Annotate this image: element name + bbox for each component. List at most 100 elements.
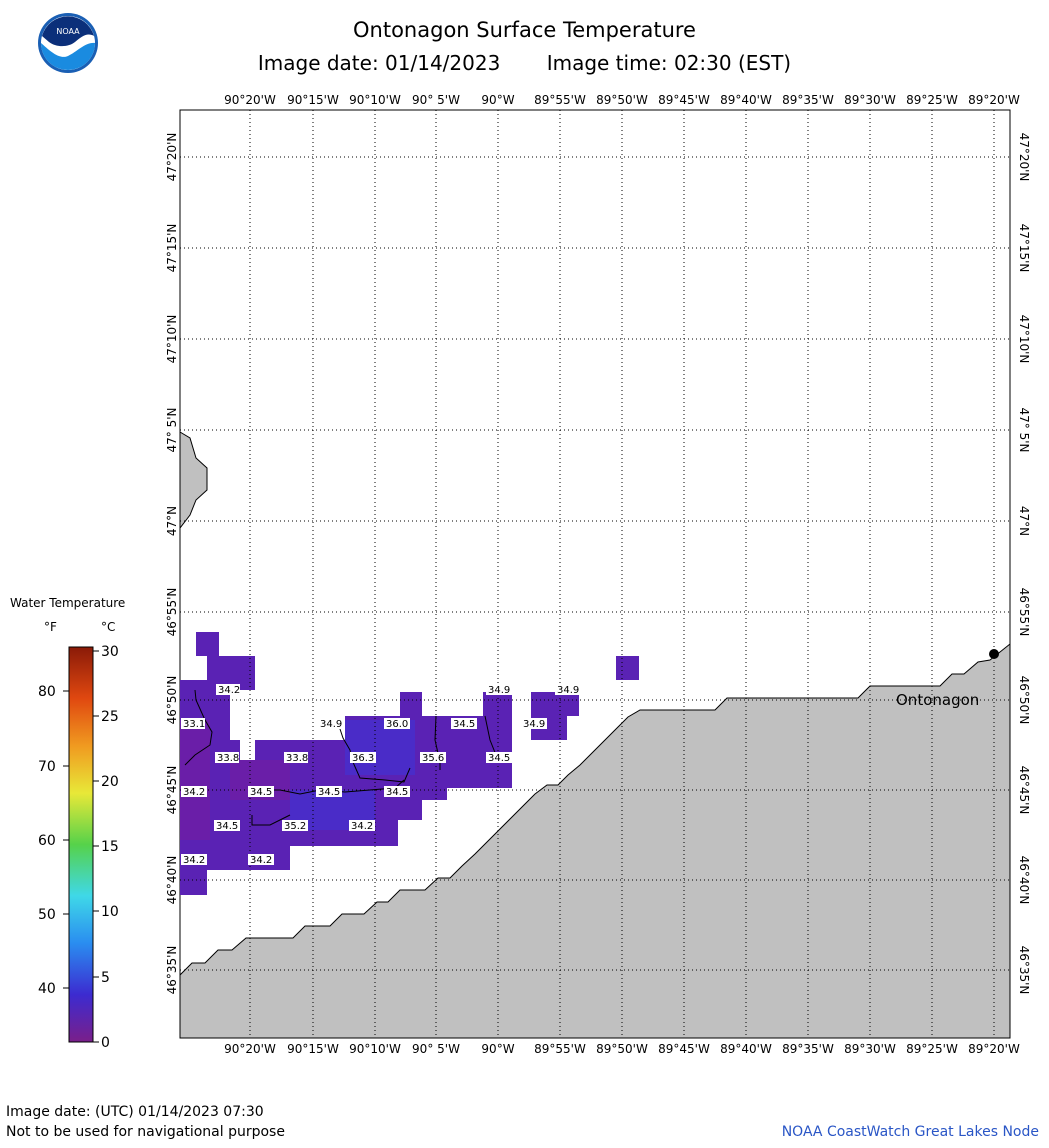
image-date: Image date: 01/14/2023 [257,51,501,75]
grid-lines [180,110,1010,1038]
image-time: Image time: 02:30 (EST) [546,51,792,75]
temp-label: 33.8 [217,753,239,764]
temp-label: 34.5 [250,787,272,798]
lon-label: 89°30'W [844,1042,896,1056]
temp-label: 34.2 [351,821,373,832]
lat-labels-right: 47°20'N 47°15'N 47°10'N 47° 5'N 47°N 46°… [1017,133,1031,995]
lon-label: 89°40'W [720,93,772,107]
temperature-cells [180,632,639,895]
lat-label: 46°40'N [1017,856,1031,905]
legend-f-tick: 70 [38,759,56,775]
temp-label: 36.3 [352,753,374,764]
legend-f-tick: 80 [38,684,56,700]
legend-c-tick: 0 [101,1035,110,1051]
lat-label: 46°50'N [165,676,179,725]
legend-title: Water Temperature [10,596,126,610]
lat-label: 47°15'N [1017,224,1031,273]
temp-label: 34.9 [488,685,510,696]
noaa-logo: NOAA [38,13,98,73]
temp-label: 34.9 [557,685,579,696]
legend-f-tick: 50 [38,907,56,923]
temp-label: 34.5 [453,719,475,730]
ontonagon-label: Ontonagon [896,691,979,709]
lon-label: 90° 5'W [412,93,460,107]
legend-c-tick: 15 [101,839,119,855]
lon-label: 89°35'W [782,93,834,107]
lon-label: 89°35'W [782,1042,834,1056]
lon-label: 90° 5'W [412,1042,460,1056]
lat-label: 46°55'N [1017,588,1031,637]
lon-label: 90°20'W [224,93,276,107]
map-subtitle: Image date: 01/14/2023 Image time: 02:30… [0,51,1049,75]
temp-label: 34.2 [183,855,205,866]
temp-label: 34.5 [488,753,510,764]
lon-labels-bottom: 90°20'W 90°15'W 90°10'W 90° 5'W 90°W 89°… [224,1042,1020,1056]
legend-f-tick: 60 [38,833,56,849]
utc-date: Image date: (UTC) 01/14/2023 07:30 [6,1104,264,1120]
lon-label: 89°25'W [906,1042,958,1056]
legend-unit-c: °C [101,620,116,634]
temp-label: 35.6 [422,753,444,764]
lon-label: 89°55'W [534,1042,586,1056]
lon-label: 89°45'W [658,1042,710,1056]
lon-label: 90°10'W [349,1042,401,1056]
temp-label: 36.0 [386,719,408,730]
lat-label: 47°20'N [165,133,179,182]
lon-labels-top: 90°20'W 90°15'W 90°10'W 90° 5'W 90°W 89°… [224,93,1020,107]
land-west-shore [179,431,208,530]
lon-label: 90°15'W [287,1042,339,1056]
legend-unit-f: °F [44,620,57,634]
lon-label: 89°40'W [720,1042,772,1056]
lon-label: 89°20'W [968,1042,1020,1056]
temp-label: 34.5 [318,787,340,798]
temperature-labels: 34.2 33.1 33.8 33.8 34.9 36.0 34.5 36.3 … [181,684,581,866]
temp-label: 34.5 [386,787,408,798]
lon-label: 90°W [481,1042,514,1056]
lon-label: 90°W [481,93,514,107]
lon-label: 89°55'W [534,93,586,107]
legend-c-tick: 10 [101,904,119,920]
temp-label: 35.2 [284,821,306,832]
lat-label: 46°45'N [1017,766,1031,815]
lat-label: 46°55'N [165,588,179,637]
legend-tick-marks [63,650,99,1043]
lat-label: 46°50'N [1017,676,1031,725]
lon-label: 89°30'W [844,93,896,107]
legend-c-tick: 30 [101,644,119,660]
lat-label: 47° 5'N [165,408,179,453]
lat-label: 47°N [165,506,179,536]
lon-label: 90°20'W [224,1042,276,1056]
lon-label: 90°15'W [287,93,339,107]
disclaimer: Not to be used for navigational purpose [6,1124,285,1140]
lat-label: 47°10'N [1017,315,1031,364]
temp-label: 33.8 [286,753,308,764]
temp-label: 34.5 [216,821,238,832]
legend-f-ticks: 80 70 60 50 40 [38,684,56,997]
temp-label: 34.2 [250,855,272,866]
lat-label: 47°N [1017,506,1031,536]
legend-c-tick: 25 [101,709,119,725]
lon-label: 89°50'W [596,1042,648,1056]
lon-label: 89°45'W [658,93,710,107]
land-area [179,431,1011,1039]
temp-label: 34.9 [523,719,545,730]
lat-label: 46°35'N [1017,946,1031,995]
lon-label: 89°50'W [596,93,648,107]
credit: NOAA CoastWatch Great Lakes Node [781,1124,1039,1140]
temp-label: 33.1 [183,719,205,730]
lat-labels-left: 47°20'N 47°15'N 47°10'N 47° 5'N 47°N 46°… [165,133,179,995]
lat-label: 47°15'N [165,224,179,273]
lat-label: 46°40'N [165,856,179,905]
lon-label: 89°25'W [906,93,958,107]
legend-color-bar [68,646,94,1043]
lat-label: 47° 5'N [1017,408,1031,453]
temp-label: 34.2 [183,787,205,798]
temp-label: 34.2 [218,685,240,696]
lat-label: 46°45'N [165,766,179,815]
map-title: Ontonagon Surface Temperature [353,18,696,42]
ontonagon-marker [989,649,999,659]
lon-label: 89°20'W [968,93,1020,107]
lat-label: 46°35'N [165,946,179,995]
legend-c-tick: 20 [101,774,119,790]
